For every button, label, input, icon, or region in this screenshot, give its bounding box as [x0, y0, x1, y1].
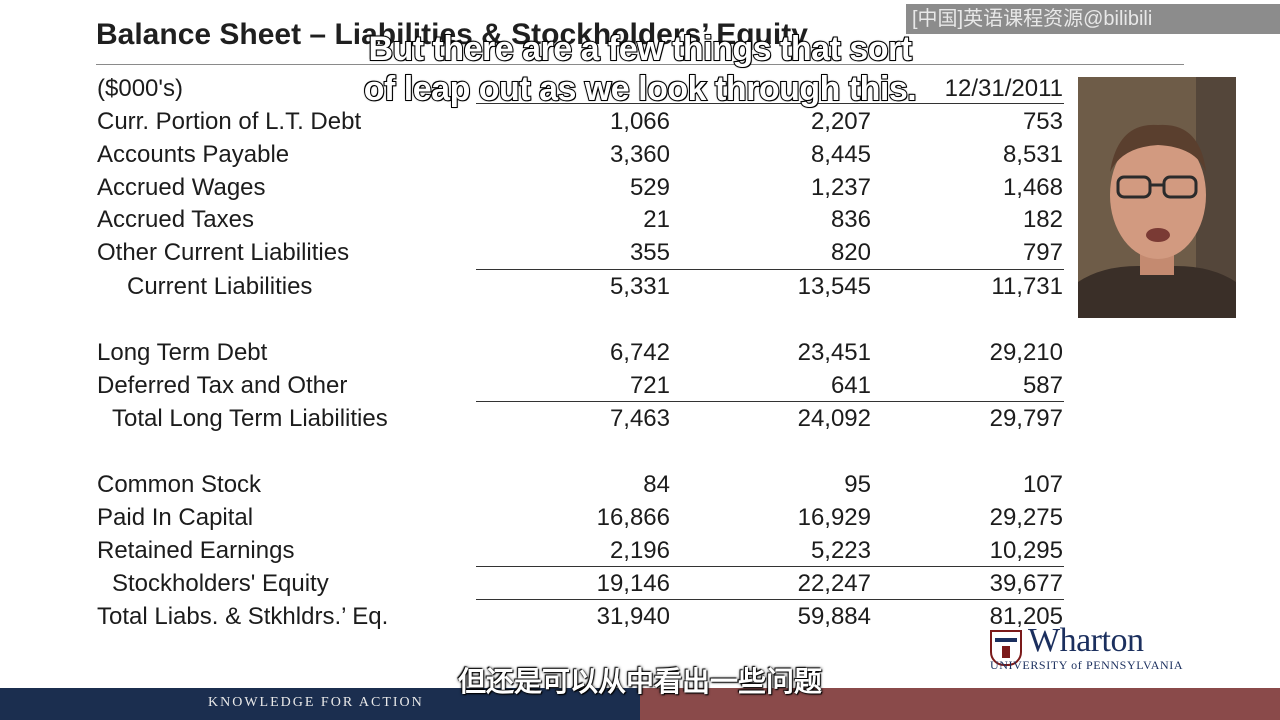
row-value: 81,205 [989, 603, 1063, 630]
row-label: Deferred Tax and Other [97, 372, 348, 399]
caption-line-2: of leap out as we look through this. [363, 69, 918, 109]
row-value: 355 [629, 239, 670, 266]
row-label: Current Liabilities [127, 273, 313, 300]
footer-accent [640, 688, 1280, 720]
table-row: Accrued Taxes 21 836 182 [0, 206, 1100, 236]
units-label: ($000's) [97, 75, 183, 102]
row-value: 7,463 [609, 405, 670, 432]
subtotal-row: Total Long Term Liabilities 7,463 24,092… [0, 405, 1100, 435]
row-label: Paid In Capital [97, 504, 254, 531]
caption-chinese: 但还是可以从中看出一些问题 [457, 666, 822, 697]
table-row: Retained Earnings 2,196 5,223 10,295 [0, 537, 1100, 567]
subtotal-rule [476, 401, 1064, 402]
subtotal-row: Stockholders' Equity 19,146 22,247 39,67… [0, 570, 1100, 600]
row-value: 529 [629, 174, 670, 201]
presenter-video [1078, 77, 1236, 318]
row-value: 84 [643, 471, 670, 498]
row-value: 753 [1022, 108, 1063, 135]
subtotal-rule [476, 566, 1064, 567]
row-label: Total Liabs. & Stkhldrs.’ Eq. [97, 603, 389, 630]
table-row: Common Stock 84 95 107 [0, 471, 1100, 501]
row-label: Other Current Liabilities [97, 239, 350, 266]
row-value: 29,797 [989, 405, 1063, 432]
logo-university: UNIVERSITY of PENNSYLVANIA [990, 658, 1184, 672]
footer-tagline: KNOWLEDGE FOR ACTION [208, 695, 424, 710]
table-row: Long Term Debt 6,742 23,451 29,210 [0, 339, 1100, 369]
row-value: 29,275 [989, 504, 1063, 531]
row-value: 95 [844, 471, 871, 498]
row-value: 31,940 [596, 603, 670, 630]
presenter-portrait [1078, 77, 1236, 318]
table-row: Paid In Capital 16,866 16,929 29,275 [0, 504, 1100, 534]
title-divider [96, 64, 1184, 65]
row-label: Long Term Debt [97, 339, 268, 366]
header-underline [476, 103, 1064, 104]
row-value: 16,929 [797, 504, 871, 531]
row-label: Accrued Wages [97, 174, 266, 201]
total-row: Total Liabs. & Stkhldrs.’ Eq. 31,940 59,… [0, 603, 1100, 633]
watermark: [中国]英语课程资源@bilibili [906, 4, 1280, 34]
subtotal-rule [476, 269, 1064, 270]
row-value: 5,223 [810, 537, 871, 564]
column-header-2011: 12/31/2011 [944, 75, 1063, 102]
row-value: 21 [643, 206, 670, 233]
row-value: 721 [629, 372, 670, 399]
footer-band: KNOWLEDGE FOR ACTION [0, 688, 1280, 720]
table-row: Accounts Payable 3,360 8,445 8,531 [0, 141, 1100, 171]
row-value: 3,360 [609, 141, 670, 168]
subtotal-row: Current Liabilities 5,331 13,545 11,731 [0, 273, 1100, 303]
row-value: 8,445 [810, 141, 871, 168]
row-label: Stockholders' Equity [112, 570, 329, 597]
caption-line-1: But there are a few things that sort [367, 29, 913, 69]
row-label: Curr. Portion of L.T. Debt [97, 108, 362, 135]
penn-shield-icon [990, 630, 1022, 666]
row-value: 13,545 [797, 273, 871, 300]
row-value: 23,451 [797, 339, 871, 366]
table-row: Deferred Tax and Other 721 641 587 [0, 372, 1100, 402]
row-value: 107 [1022, 471, 1063, 498]
row-label: Accounts Payable [97, 141, 290, 168]
row-value: 587 [1022, 372, 1063, 399]
row-value: 1,066 [609, 108, 670, 135]
row-value: 11,731 [991, 273, 1063, 300]
row-value: 1,468 [1002, 174, 1063, 201]
row-label: Accrued Taxes [97, 206, 254, 233]
row-value: 22,247 [797, 570, 871, 597]
row-label: Common Stock [97, 471, 262, 498]
row-value: 8,531 [1002, 141, 1063, 168]
row-value: 2,207 [810, 108, 871, 135]
row-value: 5,331 [609, 273, 670, 300]
row-value: 39,677 [989, 570, 1063, 597]
row-label: Total Long Term Liabilities [112, 405, 388, 432]
row-value: 641 [830, 372, 871, 399]
row-value: 6,742 [609, 339, 670, 366]
row-value: 59,884 [797, 603, 871, 630]
row-value: 10,295 [989, 537, 1063, 564]
row-value: 836 [830, 206, 871, 233]
row-value: 182 [1022, 206, 1063, 233]
row-label: Retained Earnings [97, 537, 295, 564]
table-row: Accrued Wages 529 1,237 1,468 [0, 174, 1100, 204]
row-value: 797 [1022, 239, 1063, 266]
row-value: 19,146 [596, 570, 670, 597]
row-value: 29,210 [989, 339, 1063, 366]
wharton-logo: Wharton UNIVERSITY of PENNSYLVANIA [988, 622, 1198, 672]
row-value: 1,237 [810, 174, 871, 201]
row-value: 2,196 [609, 537, 670, 564]
row-value: 24,092 [797, 405, 871, 432]
row-value: 16,866 [596, 504, 670, 531]
logo-wordmark: Wharton [1028, 622, 1144, 659]
row-value: 820 [830, 239, 871, 266]
slide-title: Balance Sheet – Liabilities & Stockholde… [96, 18, 808, 51]
table-row: Curr. Portion of L.T. Debt 1,066 2,207 7… [0, 108, 1100, 138]
total-rule [476, 599, 1064, 600]
table-row: Other Current Liabilities 355 820 797 [0, 239, 1100, 269]
